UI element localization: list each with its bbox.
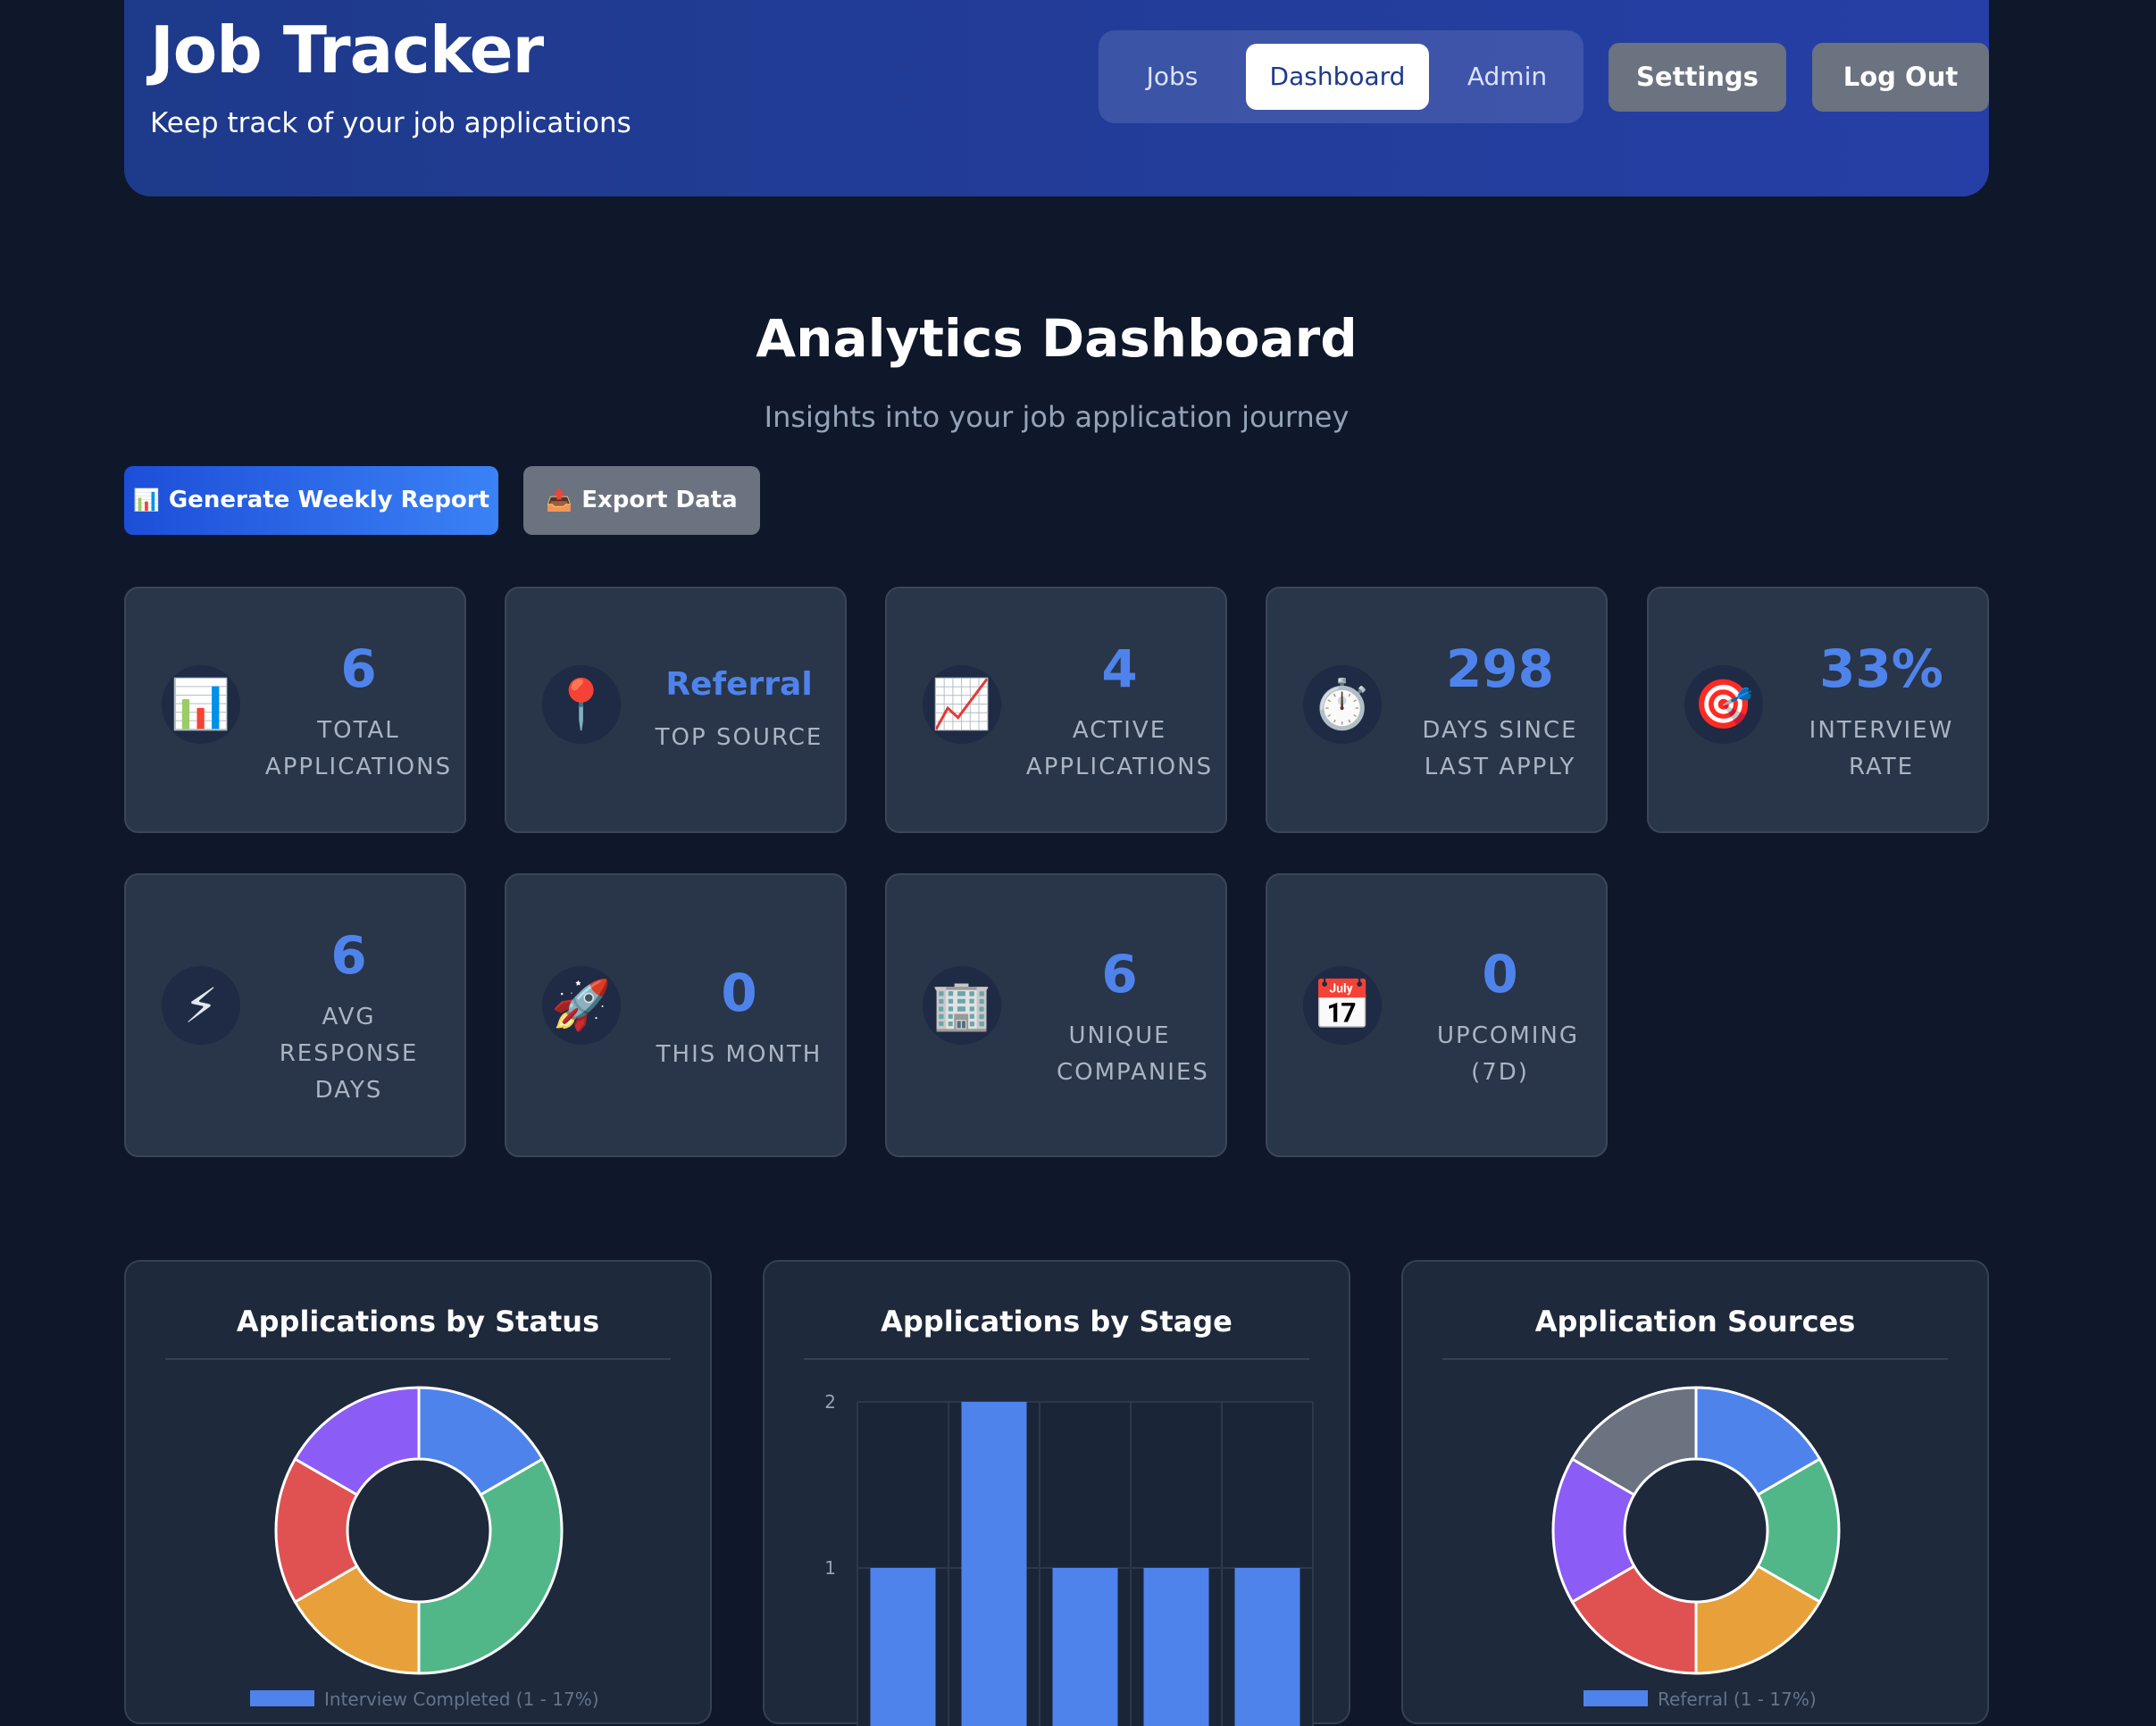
legend-swatch <box>250 1690 314 1706</box>
pin-icon: 📍 <box>542 665 621 744</box>
stat-card-this-month: 🚀 0 This Month <box>505 873 847 1157</box>
page-title: Analytics Dashboard <box>756 308 1358 369</box>
settings-button[interactable]: Settings <box>1609 43 1786 112</box>
status-chart-card: Applications by Status Interview Complet… <box>124 1260 712 1724</box>
bar[interactable] <box>1052 1568 1118 1726</box>
generate-report-button[interactable]: 📊 Generate Weekly Report <box>124 466 498 535</box>
y-tick-label: 2 <box>824 1391 836 1413</box>
bar[interactable] <box>1234 1568 1300 1726</box>
stat-value: 6 <box>340 638 377 699</box>
app-header: Job Tracker Keep track of your job appli… <box>124 0 1989 196</box>
status-donut-chart <box>274 1386 564 1675</box>
donut-slice[interactable] <box>293 1386 421 1497</box>
export-data-label: Export Data <box>581 487 738 513</box>
stat-label: Active Applications <box>1025 717 1214 780</box>
chart-title: Application Sources <box>1442 1305 1948 1360</box>
bar[interactable] <box>870 1568 936 1726</box>
stat-label: Upcoming (7D) <box>1437 1022 1580 1086</box>
stat-value: 298 <box>1445 638 1555 699</box>
chart-title: Applications by Status <box>165 1305 671 1360</box>
stat-value: 33% <box>1819 638 1943 699</box>
stat-label: Top Source <box>655 724 823 751</box>
bar-chart-icon: 📊 <box>162 665 240 744</box>
export-data-button[interactable]: 📤 Export Data <box>523 466 760 535</box>
stopwatch-icon: ⏱️ <box>1303 665 1382 744</box>
generate-report-label: Generate Weekly Report <box>168 487 490 513</box>
sources-donut-chart <box>1551 1386 1841 1675</box>
stat-label: Total Applications <box>264 717 453 780</box>
rocket-icon: 🚀 <box>542 966 621 1045</box>
donut-slice[interactable] <box>417 1456 564 1675</box>
stat-card-interview-rate: 🎯 33% Interview Rate <box>1647 587 1989 833</box>
stat-label: Avg Response Days <box>279 1004 419 1104</box>
stat-label: This Month <box>656 1041 823 1068</box>
main-nav: Jobs Dashboard Admin <box>1099 30 1584 123</box>
app-subtitle: Keep track of your job applications <box>150 107 631 139</box>
stat-card-unique-companies: 🏢 6 Unique Companies <box>885 873 1227 1157</box>
tab-admin[interactable]: Admin <box>1467 62 1548 91</box>
target-icon: 🎯 <box>1684 665 1763 744</box>
stat-value: 6 <box>330 925 367 986</box>
stat-value: 0 <box>721 963 757 1023</box>
chart-title: Applications by Stage <box>804 1305 1309 1360</box>
tab-jobs[interactable]: Jobs <box>1146 62 1199 91</box>
stat-value: 6 <box>1101 944 1138 1005</box>
lightning-icon: ⚡ <box>162 966 240 1045</box>
app-title: Job Tracker <box>150 13 544 88</box>
legend-entry: Interview Completed (1 - 17%) <box>324 1688 599 1710</box>
stat-label: Interview Rate <box>1809 717 1954 780</box>
legend-swatch <box>1584 1690 1648 1706</box>
building-icon: 🏢 <box>923 966 1001 1045</box>
page-subtitle: Insights into your job application journ… <box>764 400 1350 434</box>
bar-chart-icon: 📊 <box>132 488 160 513</box>
stat-card-avg-response-days: ⚡ 6 Avg Response Days <box>124 873 466 1157</box>
stat-card-top-source: 📍 Referral Top Source <box>505 587 847 833</box>
stat-card-upcoming: 📅 0 Upcoming (7D) <box>1266 873 1608 1157</box>
bar[interactable] <box>1143 1568 1209 1726</box>
calendar-icon: 📅 <box>1303 966 1382 1045</box>
outbox-tray-icon: 📤 <box>546 488 573 513</box>
legend-entry: Referral (1 - 17%) <box>1658 1688 1817 1710</box>
stat-card-active-applications: 📈 4 Active Applications <box>885 587 1227 833</box>
stat-value: Referral <box>665 666 813 703</box>
stat-label: Unique Companies <box>1057 1022 1209 1086</box>
y-tick-label: 1 <box>824 1557 836 1579</box>
stage-bar-chart: 12 <box>824 1391 1314 1726</box>
stat-value: 0 <box>1482 944 1518 1005</box>
sources-chart-card: Application Sources Referral (1 - 17%) <box>1401 1260 1989 1724</box>
trend-up-icon: 📈 <box>923 665 1001 744</box>
bar[interactable] <box>961 1402 1027 1726</box>
stat-value: 4 <box>1101 638 1138 699</box>
stat-card-total-applications: 📊 6 Total Applications <box>124 587 466 833</box>
stat-label: Days Since Last Apply <box>1422 717 1578 780</box>
donut-slice[interactable] <box>1570 1386 1698 1497</box>
tab-dashboard[interactable]: Dashboard <box>1246 44 1429 110</box>
stat-card-days-since-last-apply: ⏱️ 298 Days Since Last Apply <box>1266 587 1608 833</box>
logout-button[interactable]: Log Out <box>1812 43 1989 112</box>
